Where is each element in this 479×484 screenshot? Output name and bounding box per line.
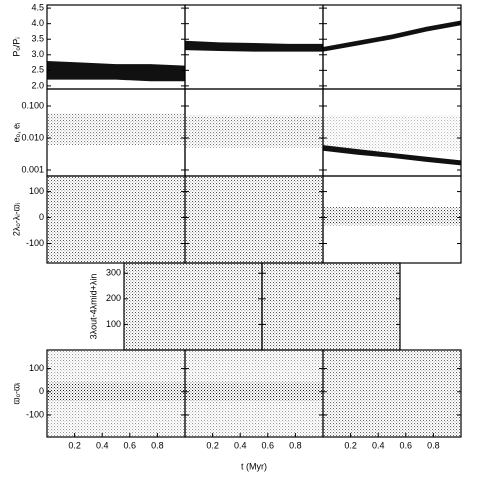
plot-area [124, 263, 262, 350]
data-band [185, 115, 323, 148]
data-band [323, 145, 461, 166]
x-tick-label: 0.4 [372, 440, 385, 450]
x-tick-label: 0.6 [400, 440, 413, 450]
x-tick-label: 0.2 [68, 440, 81, 450]
panel: 2.0 2.5 3.0 3.5 4.0 4.5 Pₒ/Pᵢ [11, 2, 186, 90]
y-axis-label: Pₒ/Pᵢ [11, 37, 21, 56]
data-band [323, 115, 461, 151]
y-tick-label: -100 [26, 409, 44, 419]
data-band [323, 350, 461, 437]
x-tick-label: 0.6 [124, 440, 137, 450]
x-tick-label: 0.8 [151, 440, 164, 450]
x-tick-label: 0.8 [289, 440, 302, 450]
y-tick-label: 0 [39, 386, 44, 396]
y-tick-label: 4.0 [31, 18, 44, 28]
x-axis-label: t (Myr) [241, 461, 267, 471]
plot-area [323, 207, 461, 226]
panel: -100 0 100 0.2 0.4 0.6 0.8 ϖₒ-ϖᵢ [11, 349, 186, 450]
panel [322, 88, 462, 177]
y-tick-label: 2.0 [31, 80, 44, 90]
x-tick-label: 0.4 [96, 440, 109, 450]
plot-area [185, 350, 323, 437]
plot-area [323, 20, 461, 52]
panel [184, 4, 324, 90]
panel [322, 4, 462, 90]
plot-area [323, 350, 461, 437]
panel: 0.2 0.4 0.6 0.8 t (Myr) [184, 349, 324, 471]
y-tick-label: 2.5 [31, 65, 44, 75]
y-tick-label: -100 [26, 238, 44, 248]
x-tick-label: 0.4 [234, 440, 247, 450]
panel [261, 262, 401, 351]
y-axis-label: 3λout-4λmid+λin [88, 274, 98, 340]
panel [322, 175, 462, 264]
y-tick-label: 4.5 [31, 2, 44, 12]
y-tick-label: 3.0 [31, 49, 44, 59]
data-band [185, 176, 323, 263]
plot-area [47, 113, 185, 146]
data-band [47, 382, 185, 402]
plot-area [323, 115, 461, 166]
data-band [185, 382, 323, 402]
data-band [47, 176, 185, 263]
data-band [124, 263, 262, 350]
y-axis-label: 2λₒ-λᵢ-ϖᵢ [11, 203, 21, 236]
y-tick-label: 0.010 [21, 132, 44, 142]
panel: -100 0 100 2λₒ-λᵢ-ϖᵢ [11, 175, 186, 264]
plot-area [185, 176, 323, 263]
plot-area [185, 40, 323, 52]
y-tick-label: 0 [39, 212, 44, 222]
plot-area [185, 115, 323, 148]
y-tick-label: 100 [29, 363, 44, 373]
y-tick-label: 100 [29, 186, 44, 196]
panel: 100 200 300 3λout-4λmid+λin [88, 262, 263, 351]
plot-area [47, 176, 185, 263]
x-tick-label: 0.2 [344, 440, 357, 450]
y-tick-label: 100 [106, 319, 121, 329]
y-tick-label: 0.001 [21, 164, 44, 174]
y-tick-label: 200 [106, 293, 121, 303]
panel [184, 175, 324, 264]
y-axis-label: eₒ, eᵢ [11, 123, 21, 143]
data-band [47, 113, 185, 146]
x-tick-label: 0.8 [427, 440, 440, 450]
plot-area [47, 61, 185, 82]
data-band [185, 40, 323, 52]
x-tick-label: 0.6 [262, 440, 275, 450]
y-axis-label: ϖₒ-ϖᵢ [11, 383, 21, 405]
data-band [262, 263, 400, 350]
data-band [323, 20, 461, 52]
y-tick-label: 300 [106, 268, 121, 278]
plot-area [47, 350, 185, 437]
data-band [323, 207, 461, 226]
y-tick-label: 0.100 [21, 100, 44, 110]
y-tick-label: 3.5 [31, 34, 44, 44]
plot-area [262, 263, 400, 350]
panel-frame [322, 349, 462, 438]
panel: 0.2 0.4 0.6 0.8 [322, 349, 462, 450]
panel: 0.001 0.010 0.100 eₒ, eᵢ [11, 88, 186, 177]
x-tick-label: 0.2 [206, 440, 219, 450]
data-band [47, 61, 185, 82]
panel [184, 88, 324, 177]
